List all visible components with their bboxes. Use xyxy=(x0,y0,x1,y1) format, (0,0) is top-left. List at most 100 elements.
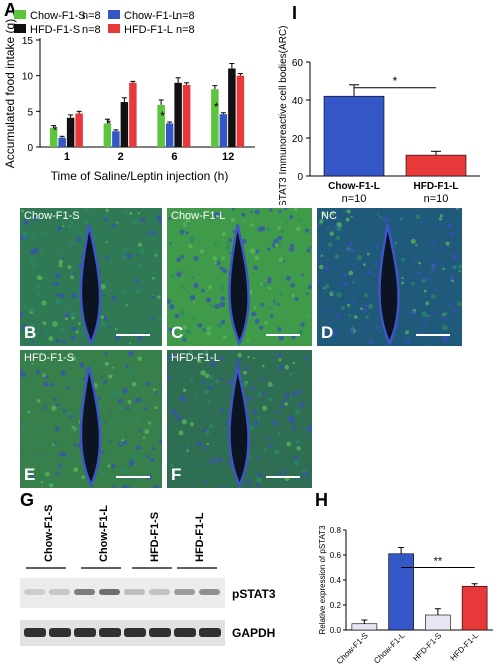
panel-letter-g: G xyxy=(20,490,35,510)
cell-dot xyxy=(444,316,449,320)
cell-dot xyxy=(153,484,159,488)
cell-dot xyxy=(280,404,285,409)
bar-chow-f1-l xyxy=(219,114,228,147)
cell-dot xyxy=(209,217,213,221)
cell-dot xyxy=(220,377,224,381)
cell-dot xyxy=(256,477,263,484)
cell-dot xyxy=(105,208,109,213)
cell-dot xyxy=(174,412,179,418)
cell-dot xyxy=(128,350,134,357)
cell-dot xyxy=(334,254,340,259)
cell-dot xyxy=(425,343,428,346)
micrograph-chow-f1-s: Chow-F1-S B xyxy=(20,208,162,346)
cell-dot xyxy=(417,272,421,276)
cell-dot xyxy=(364,303,368,308)
cell-dot xyxy=(268,286,271,290)
cell-dot xyxy=(156,468,162,474)
cell-dot xyxy=(345,249,348,253)
cell-dot xyxy=(292,425,297,430)
cell-dot xyxy=(120,446,123,449)
y-tick-label: 40 xyxy=(292,96,304,107)
legend-n: n=8 xyxy=(82,24,101,36)
cell-dot xyxy=(250,210,253,213)
cell-dot xyxy=(449,275,455,281)
cell-dot xyxy=(421,311,427,317)
cell-dot xyxy=(349,328,355,334)
pstat3-band xyxy=(49,589,70,595)
cell-dot xyxy=(137,418,141,422)
cell-dot xyxy=(104,421,107,425)
cell-dot xyxy=(320,254,323,258)
cell-dot xyxy=(368,338,374,344)
cell-dot xyxy=(249,478,252,482)
cell-dot xyxy=(430,258,433,262)
cell-dot xyxy=(118,398,123,404)
cell-dot xyxy=(189,235,195,242)
cell-dot xyxy=(56,403,60,407)
cell-dot xyxy=(126,486,130,488)
cell-dot xyxy=(57,226,62,232)
cell-dot xyxy=(118,406,123,411)
gapdh-band xyxy=(174,628,196,637)
cell-dot xyxy=(278,256,284,262)
cell-dot xyxy=(140,288,144,292)
cell-dot xyxy=(55,272,61,279)
cell-dot xyxy=(285,275,292,281)
cell-dot xyxy=(50,382,54,387)
cell-dot xyxy=(100,315,105,320)
cell-dot xyxy=(137,342,141,346)
cell-dot xyxy=(180,310,186,316)
cell-dot xyxy=(323,287,326,290)
cell-dot xyxy=(54,426,60,432)
cell-dot xyxy=(448,302,453,307)
bar-chow-f1-s xyxy=(49,127,58,147)
cell-dot xyxy=(241,212,246,217)
cell-dot xyxy=(204,479,208,483)
cell-dot xyxy=(179,395,186,402)
cell-dot xyxy=(442,335,448,341)
cell-dot xyxy=(295,226,301,232)
pstat3-band xyxy=(74,589,95,595)
cell-dot xyxy=(125,253,128,256)
cell-dot xyxy=(401,276,404,280)
x-tick-label: Chow-F1-L xyxy=(328,181,380,192)
y-axis-label: Relative expression of pSTAT3 xyxy=(318,525,327,635)
cell-dot xyxy=(36,399,41,403)
cell-dot xyxy=(167,376,172,380)
cell-dot xyxy=(377,213,380,216)
cell-dot xyxy=(348,313,352,317)
cell-dot xyxy=(105,213,109,217)
cell-dot xyxy=(42,321,47,326)
cell-dot xyxy=(306,292,309,296)
cell-dot xyxy=(308,384,311,387)
pstat3-band xyxy=(24,589,45,595)
cell-dot xyxy=(82,350,86,352)
cell-dot xyxy=(145,331,148,335)
gapdh-band xyxy=(149,628,171,637)
cell-dot xyxy=(291,335,296,340)
significance-star: * xyxy=(53,123,58,137)
cell-dot xyxy=(210,304,214,308)
cell-dot xyxy=(84,219,89,224)
cell-dot xyxy=(133,461,138,466)
cell-dot xyxy=(454,256,458,260)
cell-dot xyxy=(170,408,176,415)
bar-hfd-f1-s xyxy=(228,68,236,147)
cell-dot xyxy=(206,331,212,336)
cell-dot xyxy=(21,231,28,238)
cell-dot xyxy=(340,305,345,310)
cell-dot xyxy=(235,357,240,363)
micrograph-letter: C xyxy=(171,323,184,342)
cell-dot xyxy=(331,291,335,295)
pstat3-band xyxy=(124,589,145,595)
cell-dot xyxy=(107,464,111,468)
cell-dot xyxy=(325,284,330,289)
cell-dot xyxy=(253,421,259,427)
cell-dot xyxy=(307,426,312,431)
cell-dot xyxy=(247,396,253,402)
cell-dot xyxy=(135,220,138,223)
cell-dot xyxy=(123,248,128,253)
cell-dot xyxy=(66,386,70,390)
cell-dot xyxy=(415,244,418,247)
cell-dot xyxy=(288,372,293,377)
